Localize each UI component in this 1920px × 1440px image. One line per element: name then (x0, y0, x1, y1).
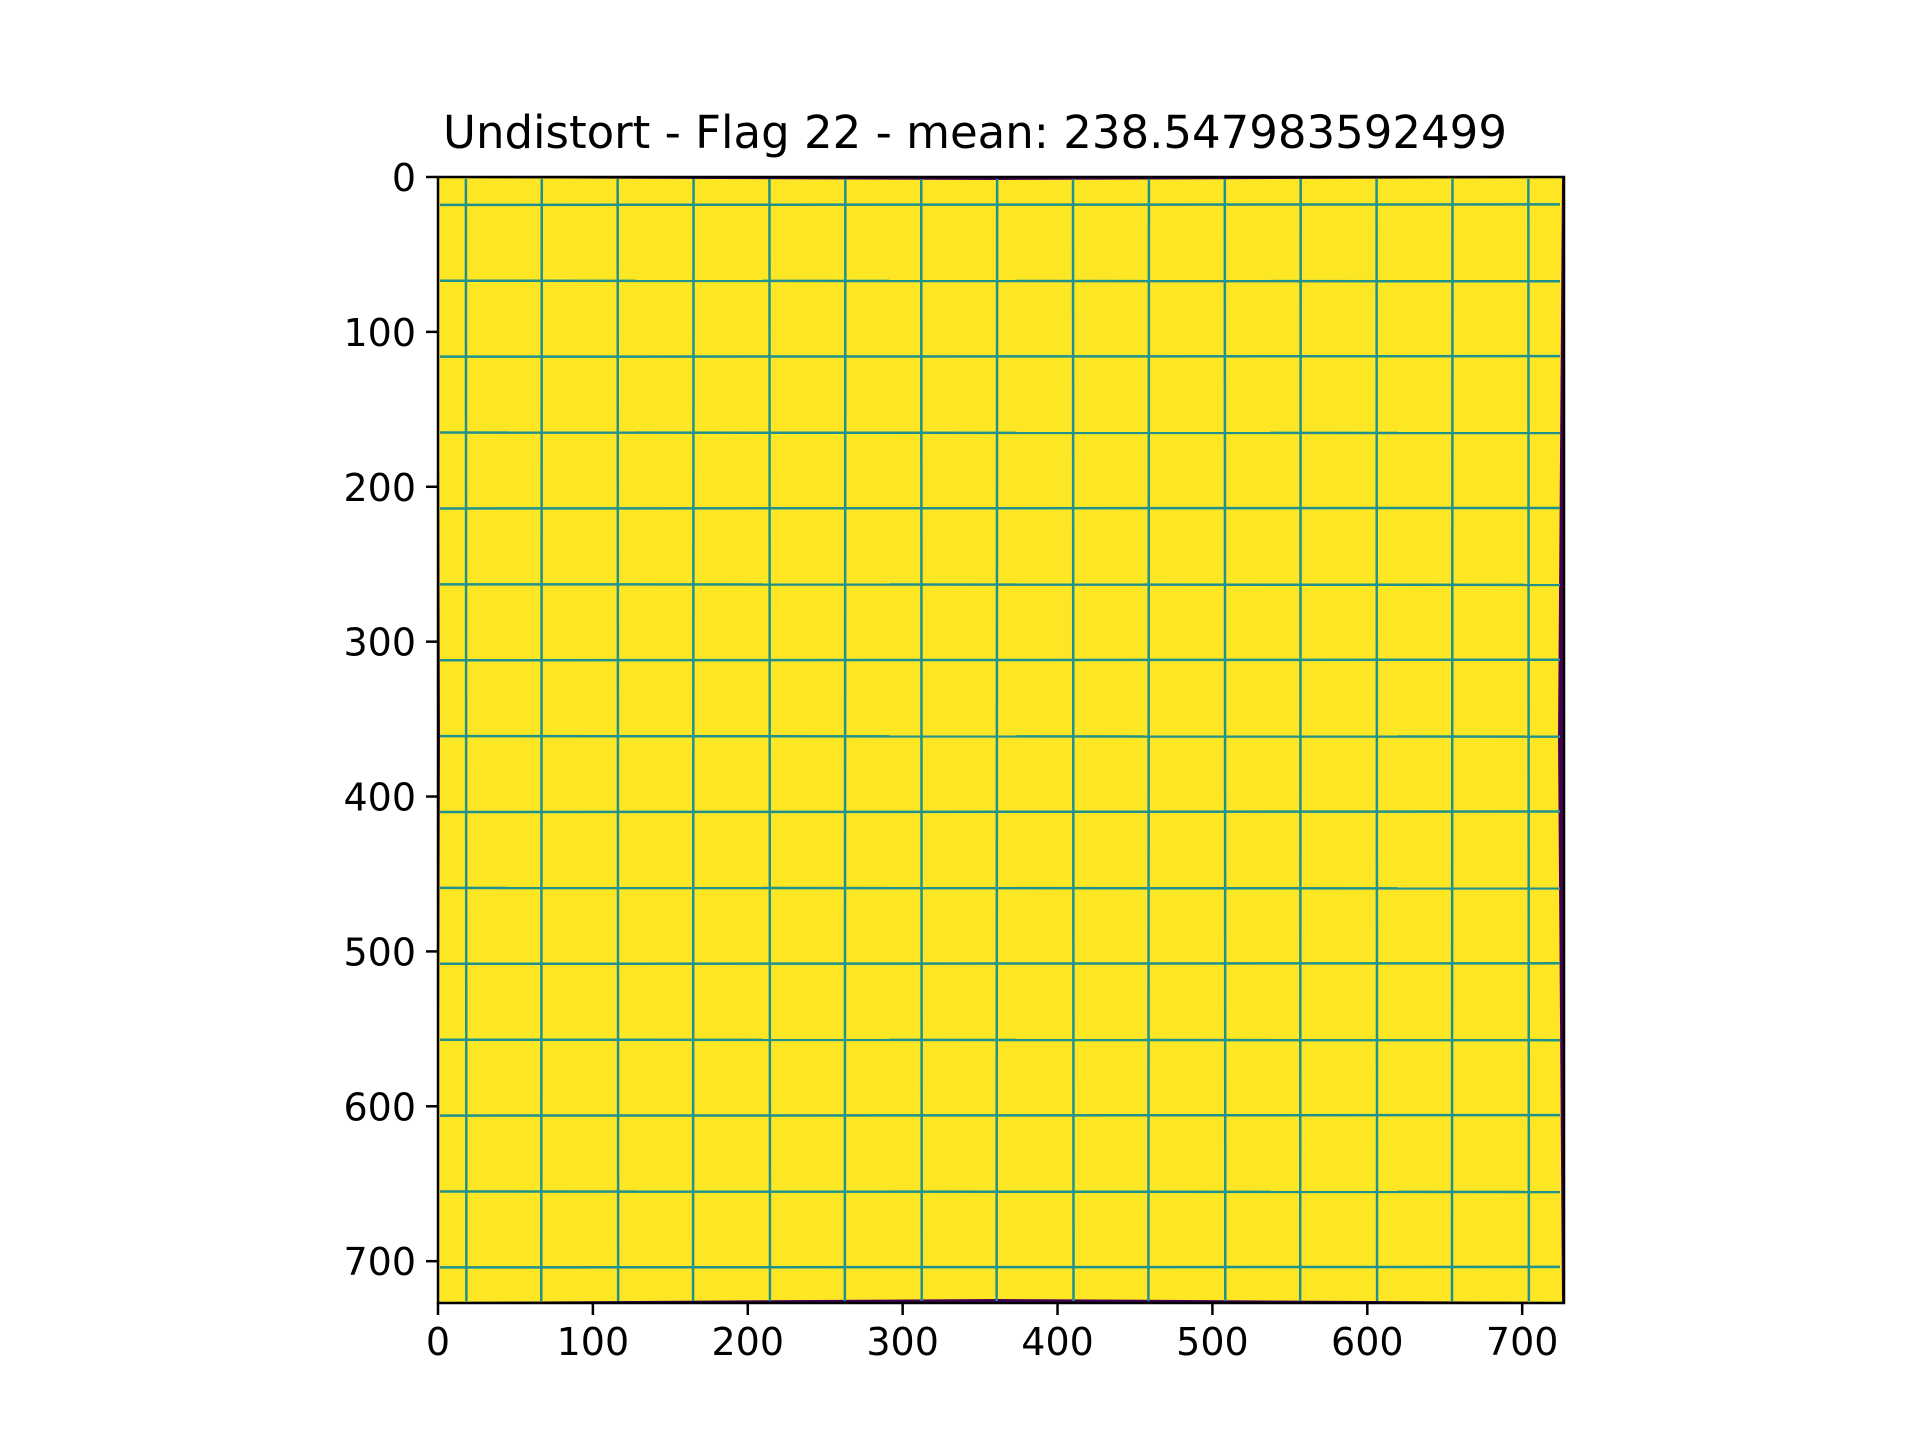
image-vertical-line (919, 178, 923, 1302)
y-tick-label: 400 (343, 776, 416, 820)
image-horizontal-line (439, 810, 1561, 814)
y-tick-label: 100 (343, 311, 416, 355)
image-field (438, 178, 1562, 1302)
image-horizontal-line (439, 279, 1561, 283)
image-vertical-line (995, 178, 999, 1302)
image-vertical-line (540, 178, 544, 1302)
image-horizontal-line (439, 658, 1561, 662)
image-horizontal-line (439, 962, 1561, 966)
image-vertical-line (616, 178, 620, 1302)
image-horizontal-line (439, 506, 1561, 510)
x-tick-label: 100 (557, 1320, 630, 1364)
x-tick-label: 200 (712, 1320, 785, 1364)
image-horizontal-line (439, 431, 1561, 435)
image-horizontal-line (439, 354, 1561, 358)
image-horizontal-line (439, 886, 1561, 890)
image-vertical-line (1147, 178, 1151, 1302)
y-tick-label: 0 (392, 156, 416, 200)
x-tick-label: 400 (1021, 1320, 1094, 1364)
image-area (438, 177, 1564, 1303)
image-vertical-line (464, 178, 468, 1302)
image-vertical-line (691, 178, 695, 1302)
x-tick-label: 0 (426, 1320, 450, 1364)
image-horizontal-line (439, 1190, 1561, 1194)
y-tick-label: 200 (343, 466, 416, 510)
y-tick-label: 300 (343, 621, 416, 665)
image-vertical-line (1223, 178, 1227, 1302)
x-axis: 0 100 200 300 400 500 600 700 (426, 1303, 1559, 1364)
image-horizontal-line (439, 1265, 1561, 1269)
chart-title: Undistort - Flag 22 - mean: 238.54798359… (443, 106, 1507, 159)
image-horizontal-line (439, 734, 1561, 738)
image-grid-lines (439, 178, 1561, 1302)
image-vertical-line (1298, 178, 1302, 1302)
x-tick-label: 700 (1486, 1320, 1559, 1364)
x-tick-label: 300 (866, 1320, 939, 1364)
image-vertical-line (1071, 178, 1075, 1302)
x-tick-label: 600 (1331, 1320, 1404, 1364)
y-tick-label: 500 (343, 930, 416, 974)
y-axis: 0 100 200 300 400 500 600 700 (343, 156, 438, 1284)
image-vertical-line (1450, 178, 1454, 1302)
image-horizontal-line (439, 1113, 1561, 1117)
image-vertical-line (768, 178, 772, 1302)
image-horizontal-line (439, 583, 1561, 587)
y-tick-label: 700 (343, 1240, 416, 1284)
axes-frame (436, 175, 1566, 1305)
x-tick-label: 500 (1176, 1320, 1249, 1364)
image-horizontal-line (439, 1038, 1561, 1042)
y-tick-label: 600 (343, 1085, 416, 1129)
image-vertical-line (1527, 178, 1531, 1302)
image-horizontal-line (439, 203, 1561, 207)
image-vertical-line (843, 178, 847, 1302)
image-vertical-line (1375, 178, 1379, 1302)
